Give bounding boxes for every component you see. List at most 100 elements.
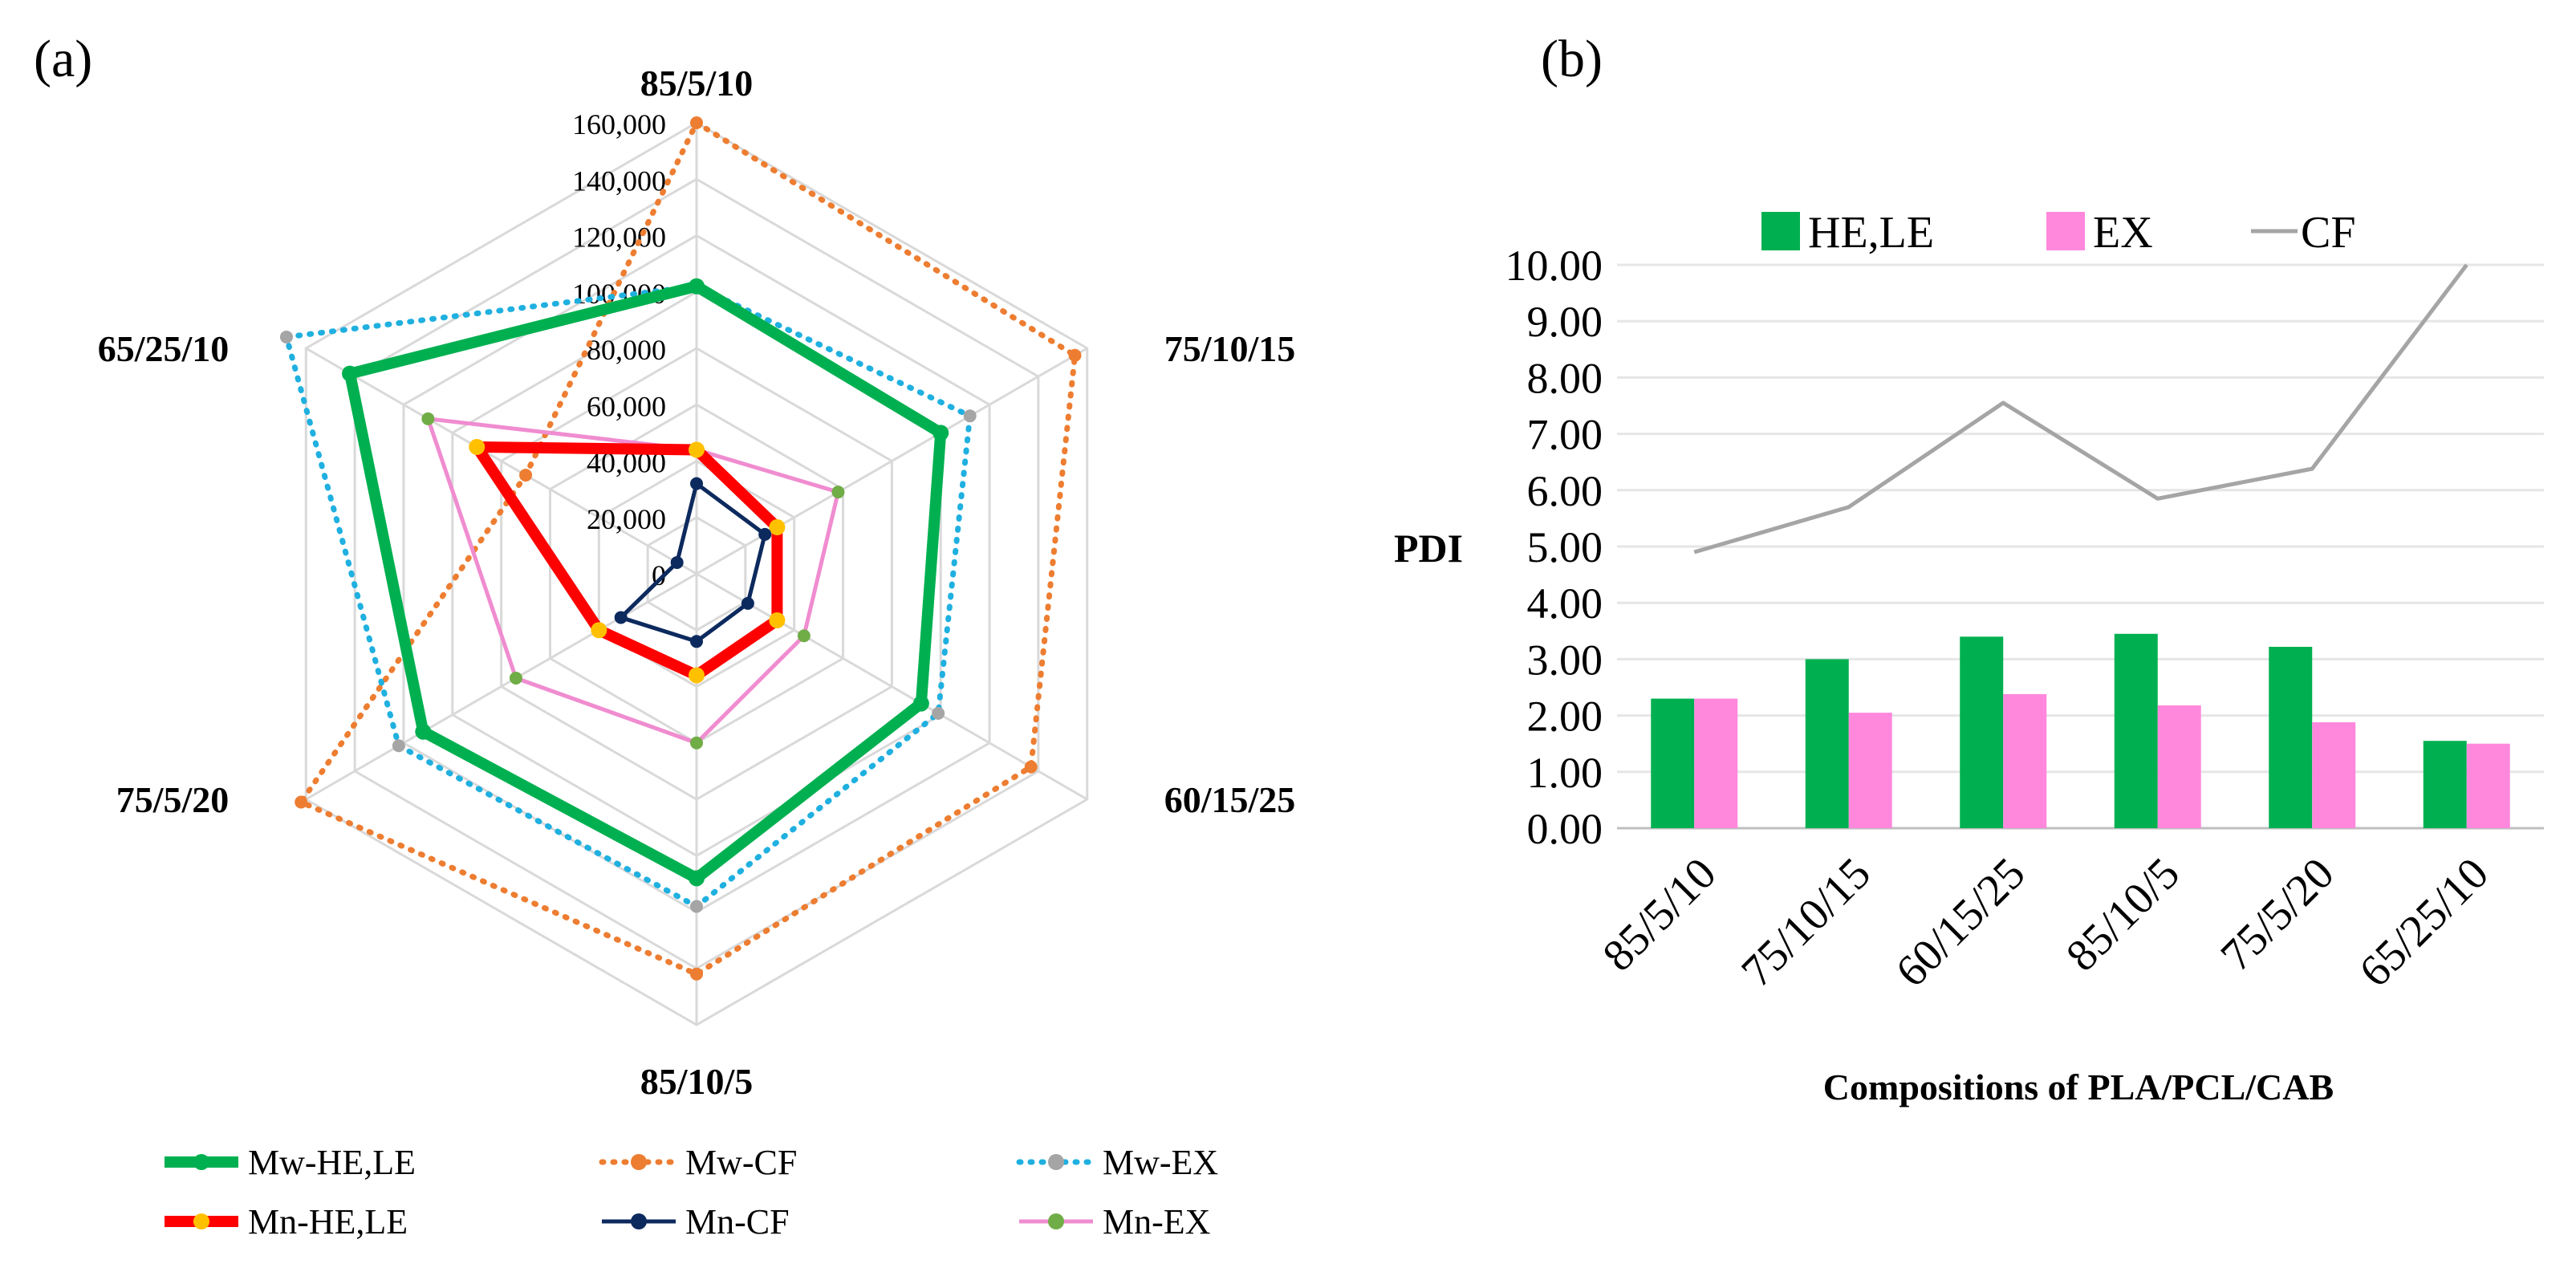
pdi-bar-he-le-75-5-20 [2269,646,2313,828]
pdi-x-tick-65-25-10: 65/25/10 [2350,848,2498,997]
radar-point-mw-he-le-85-5-10 [689,278,705,295]
radar-axis-label-85-5-10: 85/5/10 [640,63,754,104]
radar-series-mw-cf [298,120,1078,977]
pdi-gridlines [1617,263,2544,830]
pdi-bars [1651,633,2510,828]
radar-tick-label: 140,000 [572,165,666,197]
pdi-bar-he-le-85-10-5 [2114,633,2158,828]
pdi-bar-ex-75-5-20 [2312,722,2356,828]
legend-marker-mw-he-le [193,1154,209,1170]
panel-a-label: (a) [34,30,92,88]
radar-point-mw-he-le-75-5-20 [415,723,432,740]
pdi-y-tick: 2.00 [1527,693,1603,741]
radar-point-mw-he-le-60-15-25 [912,695,929,712]
pdi-y-tick: 4.00 [1527,579,1603,628]
legend-marker-mn-cf [631,1213,647,1229]
radar-point-mn-cf-85-5-10 [690,477,703,490]
radar-point-mn-he-le-75-5-20 [591,622,607,639]
radar-point-mw-ex-75-10-15 [963,409,977,423]
pdi-y-tick: 6.00 [1527,467,1603,515]
pdi-x-tick-labels: 85/5/10 75/10/15 60/15/25 85/10/5 75/5/20 65/… [1594,848,2498,997]
pdi-y-tick: 7.00 [1527,411,1603,459]
radar-point-mw-cf-85-10-5 [690,967,703,981]
pdi-x-tick-75-5-20: 75/5/20 [2212,848,2344,981]
pdi-bar-ex-85-10-5 [2157,705,2201,828]
radar-point-mw-ex-85-10-5 [690,900,703,913]
pdi-bar-ex-85-5-10 [1694,698,1738,828]
pdi-legend-swatch-he-le [1761,212,1800,250]
pdi-y-tick: 5.00 [1527,523,1603,571]
legend-label-mn-he-le: Mn-HE,LE [248,1202,408,1241]
radar-point-mn-ex-65-25-10 [421,412,435,425]
pdi-x-tick-75-10-15: 75/10/15 [1732,848,1880,997]
radar-series-layer [279,116,1082,981]
radar-point-mw-cf-75-10-15 [1068,348,1082,362]
pdi-bar-ex-60-15-25 [2003,693,2047,828]
radar-series-mn-he-le [471,441,783,681]
radar-point-mn-ex-75-10-15 [831,486,845,499]
radar-point-mw-cf-60-15-25 [1024,760,1038,774]
pdi-y-tick: 3.00 [1527,636,1603,684]
radar-point-mn-ex-85-10-5 [690,736,703,750]
radar-point-mw-he-le-85-10-5 [689,870,705,887]
radar-point-mn-ex-60-15-25 [797,629,811,643]
radar-tick-label: 60,000 [587,390,666,422]
legend-label-mn-ex: Mn-EX [1103,1202,1210,1241]
radar-point-mn-he-le-65-25-10 [469,438,486,455]
pdi-legend-label-ex: EX [2093,208,2153,258]
pdi-legend-label-he-le: HE,LE [1808,208,1934,258]
pdi-y-tick-labels: 0.00 1.00 2.00 3.00 4.00 5.00 6.00 7.00 8.00 9.00… [1505,242,1603,853]
pdi-x-tick-85-10-5: 85/10/5 [2057,848,2189,981]
radar-axis-labels: 85/5/10 75/10/15 60/15/25 85/10/5 75/5/20 65/… [98,63,1296,1102]
radar-point-mn-cf-75-5-20 [614,611,628,624]
radar-axis-label-75-10-15: 75/10/15 [1164,328,1296,369]
radar-axis-label-60-15-25: 60/15/25 [1164,779,1296,820]
radar-point-mw-ex-60-15-25 [932,706,945,720]
panel-b-label: (b) [1541,30,1603,88]
pdi-x-axis-label: Compositions of PLA/PCL/CAB [1823,1067,2334,1107]
radar-spoke [305,572,697,801]
pdi-y-axis-label: PDI [1394,526,1463,571]
radar-point-mn-cf-85-10-5 [690,635,703,648]
pdi-bar-he-le-65-25-10 [2423,741,2467,828]
legend-marker-mw-ex [1048,1154,1064,1170]
pdi-x-tick-85-5-10: 85/5/10 [1594,848,1726,981]
radar-tick-label: 80,000 [587,334,666,366]
radar-axis-label-65-25-10: 65/25/10 [98,328,230,369]
radar-point-mn-he-le-60-15-25 [769,612,786,628]
radar-point-mn-he-le-85-10-5 [689,667,705,684]
pdi-line-layer [1693,263,2468,555]
radar-legend: Mw-HE,LE Mw-CF Mw-EX Mn-HE,LE Mn-CF Mn-EX [165,1143,1218,1241]
legend-label-mw-he-le: Mw-HE,LE [248,1143,416,1182]
pdi-legend: HE,LE EX CF [1761,208,2356,258]
pdi-bar-ex-65-25-10 [2466,743,2510,828]
radar-point-mw-ex-75-5-20 [392,739,405,753]
pdi-x-tick-60-15-25: 60/15/25 [1887,848,2035,997]
pdi-y-tick: 8.00 [1527,354,1603,402]
radar-chart: 020,00040,00060,00080,000100,000120,0001… [98,63,1296,1102]
radar-tick-labels: 020,00040,00060,00080,000100,000120,0001… [572,108,666,591]
pdi-bar-he-le-75-10-15 [1805,659,1849,828]
pdi-line-cf [1693,263,2468,555]
radar-point-mw-he-le-65-25-10 [342,365,359,382]
pdi-y-tick: 9.00 [1527,298,1603,346]
radar-point-mw-cf-85-5-10 [690,116,703,129]
pdi-bar-he-le-60-15-25 [1960,636,2004,828]
radar-spoke [305,347,697,575]
radar-point-mn-cf-60-15-25 [741,596,754,610]
radar-point-mn-he-le-85-5-10 [689,441,705,458]
radar-spoke [696,572,1088,801]
legend-label-mn-cf: Mn-CF [685,1202,790,1241]
legend-label-mw-ex: Mw-EX [1103,1143,1218,1182]
pdi-bar-he-le-85-5-10 [1651,698,1695,828]
pdi-legend-swatch-ex [2046,212,2085,250]
pdi-bar-ex-75-10-15 [1848,713,1892,828]
radar-point-mn-ex-75-5-20 [509,671,522,685]
radar-tick-label: 120,000 [572,221,666,254]
radar-axis-label-85-10-5: 85/10/5 [640,1061,754,1102]
radar-point-mn-cf-75-10-15 [758,527,772,541]
pdi-chart: 0.00 1.00 2.00 3.00 4.00 5.00 6.00 7.00 8.00 9.00… [1394,208,2544,1107]
radar-point-mw-cf-65-25-10 [519,469,533,482]
radar-gridlines [304,121,1089,1026]
